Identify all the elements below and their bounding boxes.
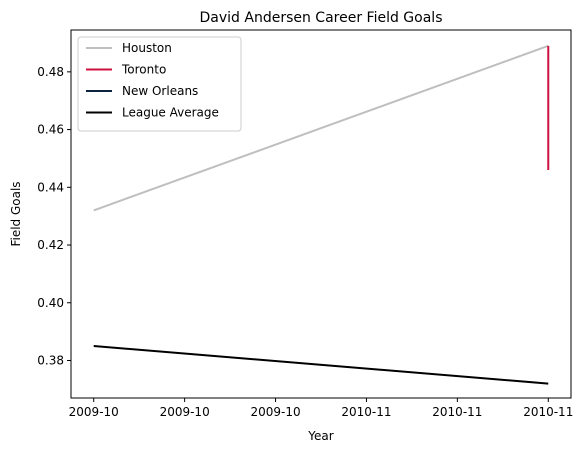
x-tick-label: 2009-10: [69, 405, 119, 419]
x-tick-label: 2010-11: [341, 405, 391, 419]
y-tick-label: 0.44: [37, 180, 64, 194]
plot-lines: [93, 44, 550, 385]
x-tick-label: 2010-11: [523, 405, 573, 419]
series-line-league-average: [93, 345, 549, 385]
chart-title: David Andersen Career Field Goals: [200, 10, 443, 26]
legend-box: [77, 36, 242, 132]
y-tick-label: 0.46: [37, 123, 64, 137]
series-line-houston: [93, 44, 549, 212]
x-tick-label: 2009-10: [250, 405, 300, 419]
y-tick-label: 0.42: [37, 238, 64, 252]
legend-label-new-orleans: New Orleans: [122, 84, 198, 98]
y-axis-label: Field Goals: [9, 181, 23, 246]
legend-label-league-average: League Average: [122, 106, 219, 120]
x-axis: 2009-10 2009-10 2009-10 2010-11 2010-11 2010-…: [69, 398, 573, 419]
x-tick-label: 2009-10: [160, 405, 210, 419]
plot-frame: [70, 29, 572, 399]
legend: Houston Toronto New Orleans League Average: [77, 36, 242, 132]
legend-label-houston: Houston: [122, 41, 172, 55]
x-tick-label: 2010-11: [432, 405, 482, 419]
x-axis-label: Year: [307, 429, 333, 443]
y-axis: 0.38 0.40 0.42 0.44 0.46 0.48: [37, 65, 71, 367]
legend-label-toronto: Toronto: [121, 63, 166, 77]
y-tick-label: 0.38: [37, 353, 64, 367]
y-tick-label: 0.48: [37, 65, 64, 79]
y-tick-label: 0.40: [37, 296, 64, 310]
